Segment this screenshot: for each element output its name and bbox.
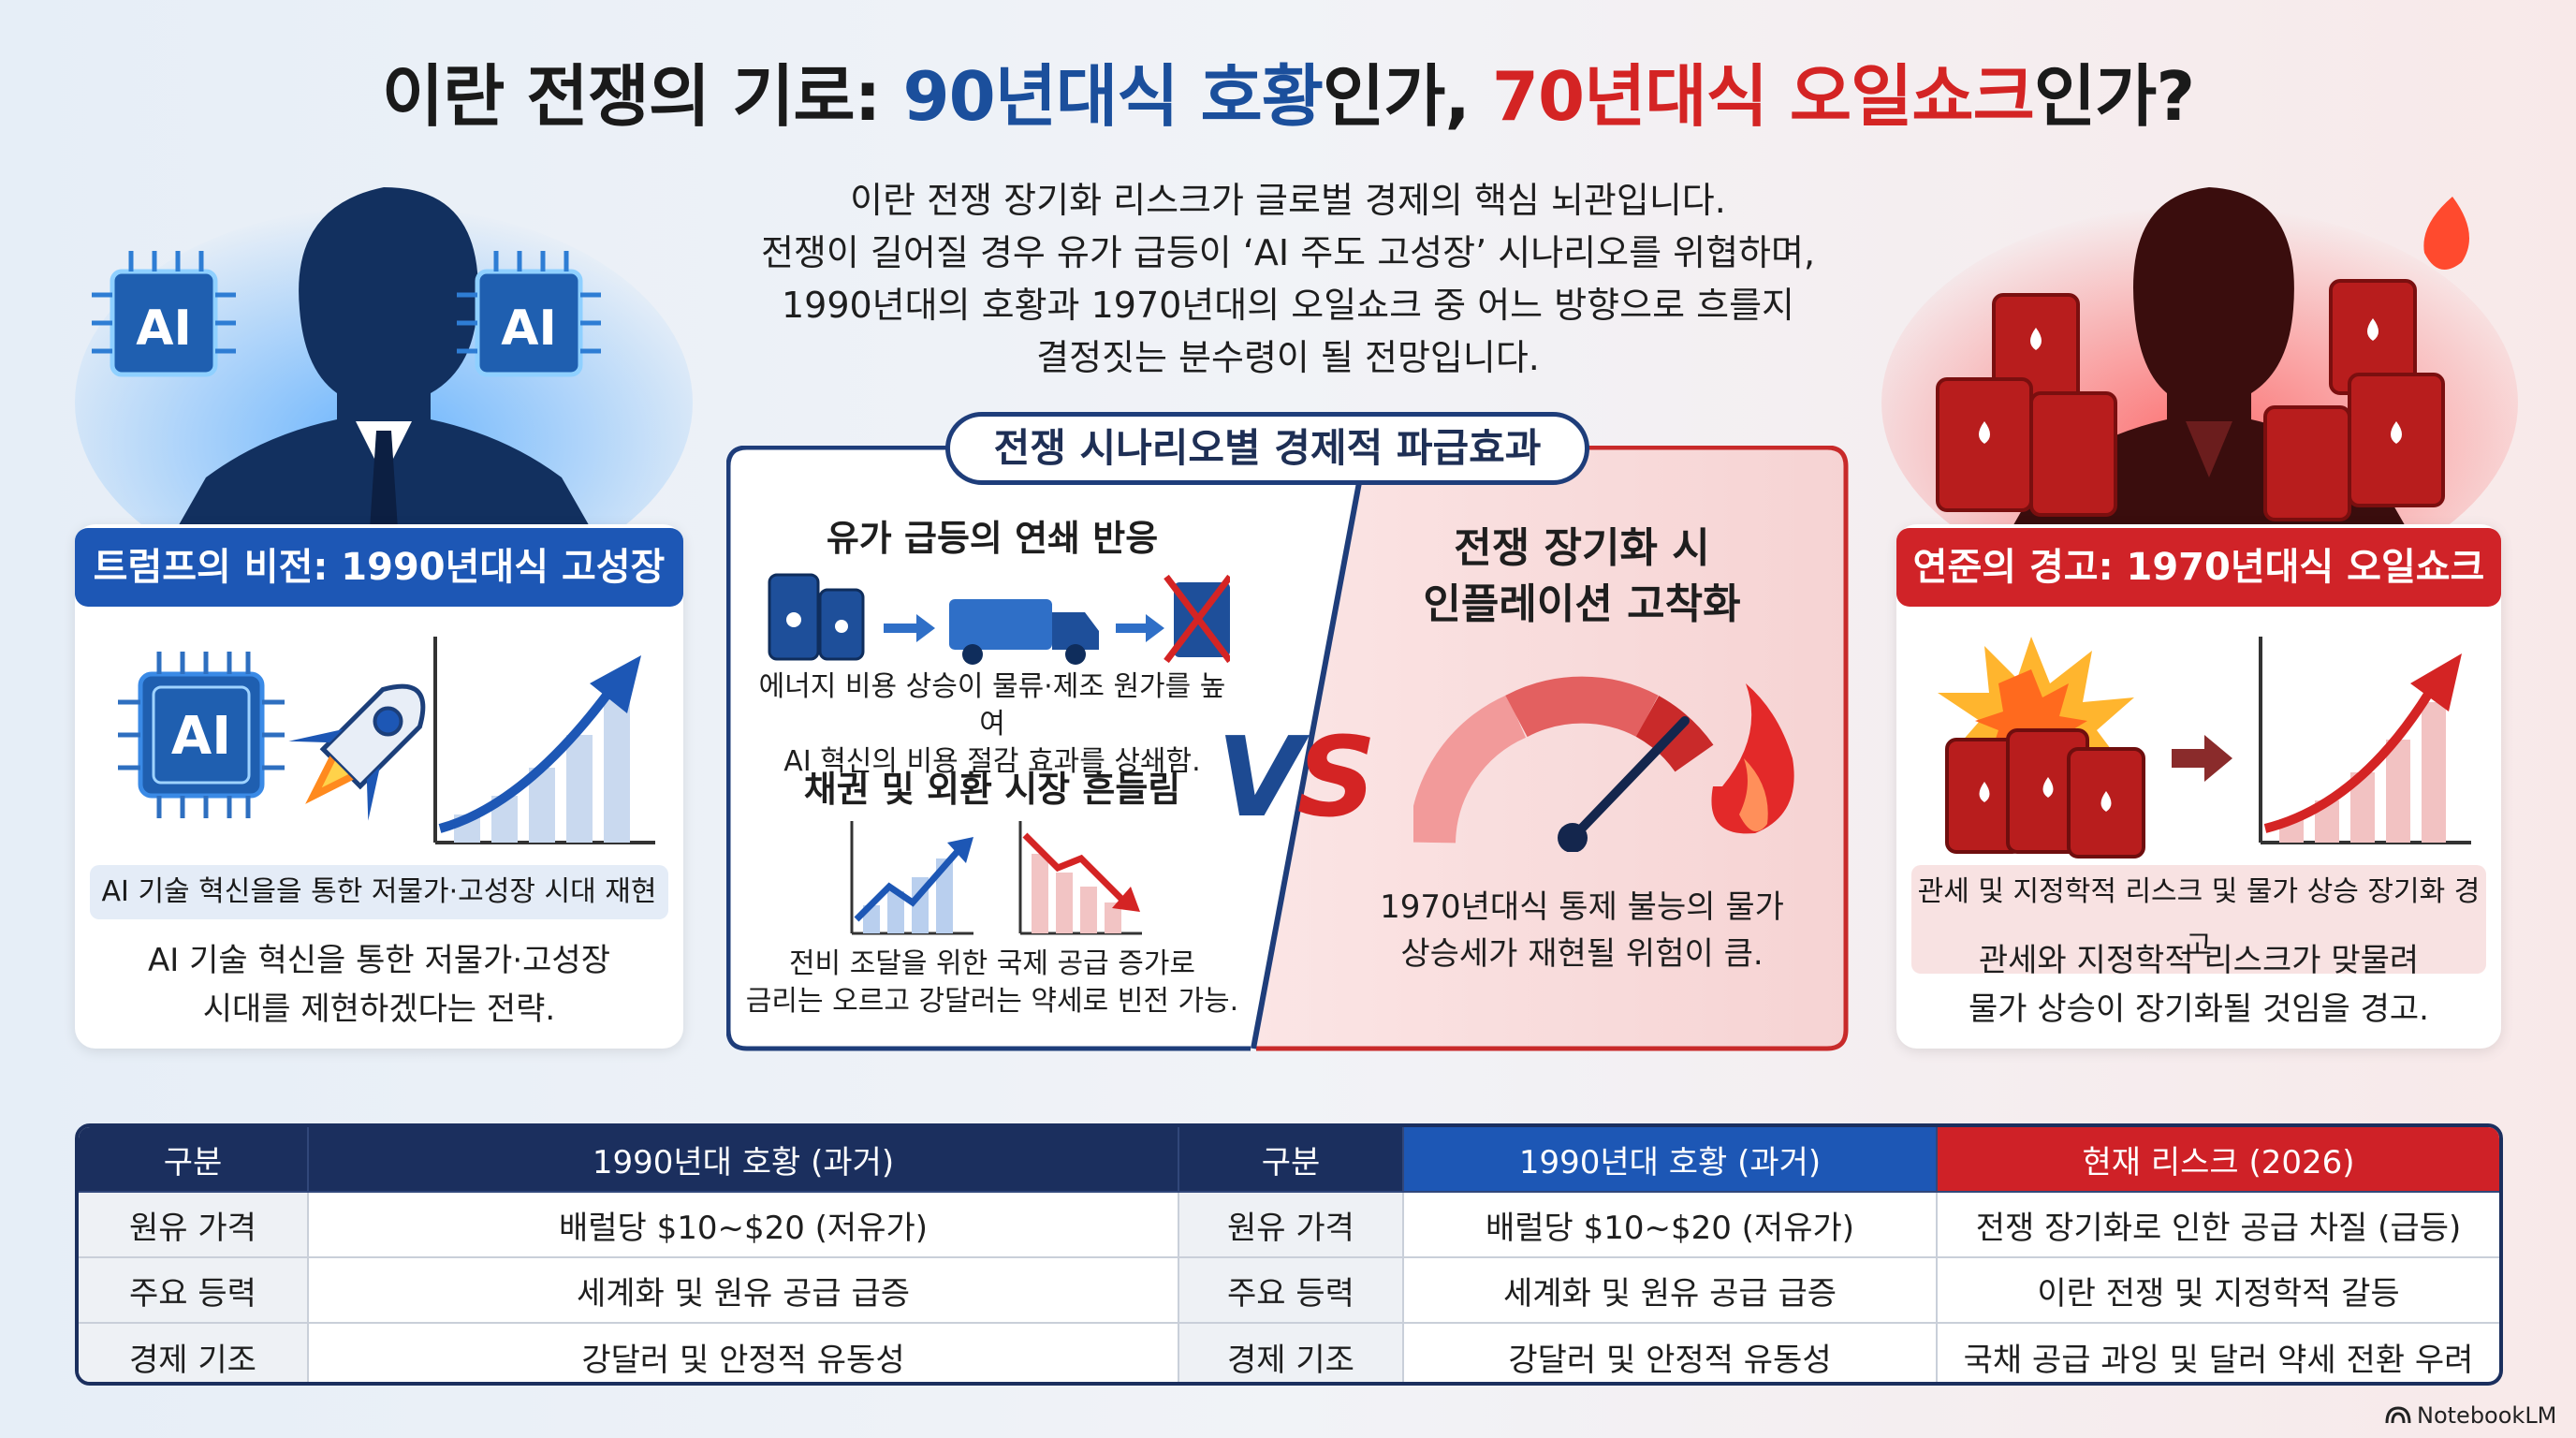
table-header: 구분 bbox=[79, 1127, 309, 1193]
table-cell: 주요 등력 bbox=[79, 1258, 309, 1324]
bond-fx-heading: 채권 및 외환 시장 흔들림 bbox=[803, 769, 1181, 810]
vs-v: V bbox=[1217, 712, 1302, 842]
title-text: 이란 전쟁의 기로: bbox=[381, 57, 903, 136]
right-description: 관세와 지정학적 리스크가 맞물려 물가 상승이 장기화될 것임을 경고. bbox=[1896, 936, 2501, 1034]
table-cell: 강달러 및 안정적 유동성 bbox=[1404, 1324, 1938, 1382]
title-text: 인가? bbox=[2033, 57, 2195, 136]
right-pill: 관세 및 지정학적 리스크 및 물가 상승 장기화 경고 bbox=[1911, 865, 2486, 974]
table-cell: 국채 공급 과잉 및 달러 약세 전환 우려 bbox=[1963, 1341, 2474, 1379]
oil-chain-line: 에너지 비용 상승이 물류·제조 원가를 높여 bbox=[758, 670, 1226, 741]
svg-text:AI: AI bbox=[171, 706, 231, 767]
inflation-heading: 전쟁 장기화 시 인플레이션 고착화 bbox=[1385, 521, 1778, 633]
vs-s: S bbox=[1296, 712, 1376, 842]
bond-fx-line: 금리는 오르고 강달러는 약세로 빈전 가능. bbox=[745, 985, 1239, 1018]
table-cell: 원유 가격 bbox=[79, 1193, 309, 1258]
table-cell: 전쟁 장기화로 인한 공급 차질 (급등) bbox=[1938, 1193, 2499, 1258]
bond-fx-text: 전비 조달을 위한 국제 공급 증가로 금리는 오르고 강달러는 약세로 빈전 … bbox=[739, 946, 1245, 1020]
table-cell: 원유 가격 bbox=[1179, 1193, 1404, 1258]
oil-chain-line: AI 혁신의 비용 절감 효과를 상쇄함. bbox=[783, 745, 1201, 778]
intro-paragraph: 이란 전쟁 장기화 리스크가 글로벌 경제의 핵심 뇌관입니다. 전쟁이 길어질… bbox=[599, 174, 1977, 384]
table-header: 현재 리스크 (2026) bbox=[1938, 1127, 2499, 1193]
inflation-gauge-icon bbox=[1413, 676, 1794, 852]
left-desc-line: 시대를 제현하겠다는 전략. bbox=[202, 990, 556, 1028]
svg-text:AI: AI bbox=[501, 301, 557, 357]
left-pill: AI 기술 혁신을을 통한 저물가·고성장 시대 재현 bbox=[90, 865, 668, 919]
bond-fx-line: 전비 조달을 위한 국제 공급 증가로 bbox=[788, 947, 1196, 980]
inflation-heading-line: 인플레이션 고착화 bbox=[1423, 580, 1741, 628]
vs-label: VS bbox=[1217, 721, 1376, 833]
table-cell: 경제 기조 bbox=[79, 1324, 309, 1382]
comparison-table: 구분 1990년대 호황 (과거) 구분 1990년대 호황 (과거) 현재 리… bbox=[75, 1123, 2503, 1386]
left-desc-line: AI 기술 혁신을 통한 저물가·고성장 bbox=[148, 942, 610, 979]
inflation-heading-line: 전쟁 장기화 시 bbox=[1454, 524, 1710, 572]
table-header: 구분 bbox=[1179, 1127, 1404, 1193]
intro-line: 결정짓는 분수령이 될 전망입니다. bbox=[1036, 337, 1540, 378]
oil-to-ai-chain-icon bbox=[768, 573, 1230, 665]
notebooklm-brand: NotebookLM bbox=[2385, 1402, 2556, 1429]
table-cell: 배럴당 $10~$20 (저유가) bbox=[309, 1193, 1179, 1258]
table-cell: 강달러 및 안정적 유동성 bbox=[309, 1324, 1179, 1382]
table-cell: 주요 등력 bbox=[1179, 1258, 1404, 1324]
scenario-panel-tab: 전쟁 시나리오별 경제적 파급효과 bbox=[945, 412, 1589, 485]
inflation-line: 상승세가 재현될 위험이 큼. bbox=[1400, 935, 1764, 973]
ai-rocket-growth-icon: AI bbox=[118, 637, 655, 844]
bond-fx-charts-icon bbox=[850, 821, 1142, 935]
title-oilshock-text: 70년대식 오일쇼크 bbox=[1491, 57, 2035, 136]
trump-ai-illustration-icon: AI AI bbox=[75, 187, 693, 543]
page-title: 이란 전쟁의 기로: 90년대식 호황인가, 70년대식 오일쇼크인가? bbox=[0, 45, 2576, 148]
svg-text:AI: AI bbox=[136, 301, 192, 357]
inflation-text: 1970년대식 통제 불능의 물가 상승세가 재현될 위험이 큼. bbox=[1367, 884, 1797, 977]
table-cell: 세계화 및 원유 공급 급증 bbox=[309, 1258, 1179, 1324]
table-cell: 이란 전쟁 및 지정학적 갈등 bbox=[1938, 1258, 2499, 1324]
right-banner: 연준의 경고: 1970년대식 오일쇼크 bbox=[1896, 528, 2501, 607]
left-banner: 트럼프의 비전: 1990년대식 고성장 bbox=[75, 528, 683, 607]
table-cell: 경제 기조 bbox=[1179, 1324, 1404, 1382]
intro-line: 전쟁이 길어질 경우 유가 급등이 ‘AI 주도 고성장’ 시나리오를 위협하며… bbox=[760, 232, 1816, 273]
table-cell: 배럴당 $10~$20 (저유가) bbox=[1404, 1193, 1938, 1258]
right-desc-line: 물가 상승이 장기화될 것임을 경고. bbox=[1969, 990, 2429, 1028]
oil-chain-text: 에너지 비용 상승이 물류·제조 원가를 높여 AI 혁신의 비용 절감 효과를… bbox=[749, 668, 1236, 781]
table-header: 1990년대 호황 (과거) bbox=[309, 1127, 1179, 1193]
intro-line: 1990년대의 호황과 1970년대의 오일쇼크 중 어느 방향으로 흐를지 bbox=[781, 285, 1795, 326]
intro-line: 이란 전쟁 장기화 리스크가 글로벌 경제의 핵심 뇌관입니다. bbox=[850, 180, 1726, 221]
oil-chain-heading: 유가 급등의 연쇄 반응 bbox=[826, 518, 1159, 559]
table-header: 1990년대 호황 (과거) bbox=[1404, 1127, 1938, 1193]
left-description: AI 기술 혁신을 통한 저물가·고성장 시대를 제현하겠다는 전략. bbox=[75, 936, 683, 1034]
title-text: 인가, bbox=[1323, 57, 1492, 136]
notebooklm-logo-icon bbox=[2385, 1406, 2411, 1424]
right-desc-line: 관세와 지정학적 리스크가 맞물려 bbox=[1978, 942, 2420, 979]
title-boom-text: 90년대식 호황 bbox=[902, 57, 1324, 136]
brand-label: NotebookLM bbox=[2417, 1402, 2557, 1429]
table-cell: 세계화 및 원유 공급 급증 bbox=[1404, 1258, 1938, 1324]
explosion-barrels-inflation-icon bbox=[1938, 637, 2471, 858]
inflation-line: 1970년대식 통제 불능의 물가 bbox=[1380, 888, 1784, 926]
fed-oilshock-illustration-icon bbox=[1881, 187, 2518, 543]
